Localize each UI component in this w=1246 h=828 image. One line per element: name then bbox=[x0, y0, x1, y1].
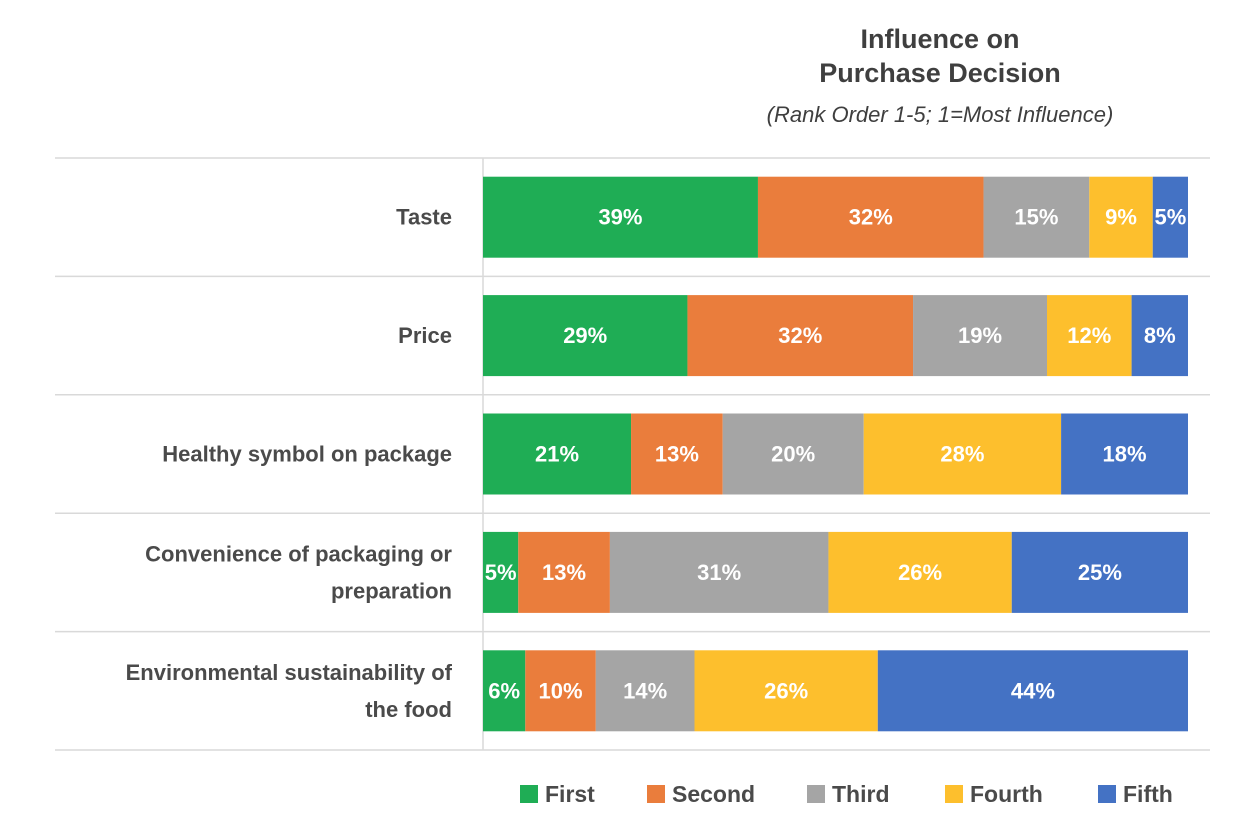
data-label: 9% bbox=[1105, 205, 1137, 230]
data-label: 25% bbox=[1078, 560, 1122, 585]
data-label: 44% bbox=[1011, 678, 1055, 703]
bar-segment-second bbox=[518, 531, 610, 613]
data-label: 5% bbox=[485, 560, 517, 585]
data-label: 12% bbox=[1067, 323, 1111, 348]
data-label: 6% bbox=[488, 678, 520, 703]
legend-label-fourth: Fourth bbox=[970, 781, 1043, 807]
chart-subtitle: (Rank Order 1-5; 1=Most Influence) bbox=[766, 102, 1114, 127]
data-label: 8% bbox=[1144, 323, 1176, 348]
bar-segment-third bbox=[913, 295, 1047, 377]
bar-segment-fifth bbox=[1061, 413, 1188, 495]
category-label: Environmental sustainability of bbox=[126, 660, 453, 685]
data-label: 13% bbox=[542, 560, 586, 585]
bar-segment-first bbox=[483, 295, 688, 377]
data-label: 29% bbox=[563, 323, 607, 348]
bar-segment-third bbox=[983, 176, 1090, 258]
bar-segment-first bbox=[483, 413, 632, 495]
bar-segment-fourth bbox=[828, 531, 1012, 613]
data-label: 5% bbox=[1154, 205, 1186, 230]
bar-segment-second bbox=[687, 295, 914, 377]
data-label: 21% bbox=[535, 442, 579, 467]
chart-title: Influence on Purchase Decision bbox=[640, 22, 1240, 90]
data-label: 31% bbox=[697, 560, 741, 585]
data-label: 28% bbox=[940, 442, 984, 467]
legend-swatch-third bbox=[807, 785, 825, 803]
data-label: 39% bbox=[598, 205, 642, 230]
legend-label-first: First bbox=[545, 781, 595, 807]
data-label: 18% bbox=[1103, 442, 1147, 467]
data-label: 15% bbox=[1014, 205, 1058, 230]
data-label: 32% bbox=[849, 205, 893, 230]
legend-swatch-fifth bbox=[1098, 785, 1116, 803]
bar-segment-fifth bbox=[877, 650, 1188, 732]
bar-segment-fifth bbox=[1131, 295, 1188, 377]
bar-segment-second bbox=[525, 650, 596, 732]
bar-segment-third bbox=[595, 650, 695, 732]
bar-segment-fourth bbox=[863, 413, 1062, 495]
data-label: 19% bbox=[958, 323, 1002, 348]
data-label: 14% bbox=[623, 678, 667, 703]
category-label: Convenience of packaging or bbox=[145, 541, 452, 566]
legend-swatch-first bbox=[520, 785, 538, 803]
bar-segment-first bbox=[483, 531, 519, 613]
bar-segment-third bbox=[609, 531, 829, 613]
data-label: 10% bbox=[539, 678, 583, 703]
bar-segment-first bbox=[483, 176, 758, 258]
bar-segment-fifth bbox=[1011, 531, 1188, 613]
bar-segment-second bbox=[631, 413, 723, 495]
category-label: Healthy symbol on package bbox=[162, 442, 452, 467]
data-label: 32% bbox=[778, 323, 822, 348]
bar-segment-third bbox=[722, 413, 864, 495]
category-label: Taste bbox=[396, 205, 452, 230]
bar-segment-fourth bbox=[694, 650, 878, 732]
data-label: 13% bbox=[655, 442, 699, 467]
data-label: 20% bbox=[771, 442, 815, 467]
data-label: 26% bbox=[764, 678, 808, 703]
legend-swatch-fourth bbox=[945, 785, 963, 803]
legend-label-second: Second bbox=[672, 781, 755, 807]
category-label: preparation bbox=[331, 578, 452, 603]
category-label: the food bbox=[365, 697, 452, 722]
bar-segment-second bbox=[757, 176, 984, 258]
legend-label-third: Third bbox=[832, 781, 890, 807]
chart-title-line-1: Influence on bbox=[860, 24, 1020, 54]
data-label: 26% bbox=[898, 560, 942, 585]
category-label: Price bbox=[398, 323, 452, 348]
legend-label-fifth: Fifth bbox=[1123, 781, 1173, 807]
bar-segment-fifth bbox=[1152, 176, 1188, 258]
bar-segment-fourth bbox=[1047, 295, 1132, 377]
bar-segment-first bbox=[483, 650, 526, 732]
chart-title-line-2: Purchase Decision bbox=[819, 58, 1061, 88]
bar-segment-fourth bbox=[1089, 176, 1153, 258]
legend-swatch-second bbox=[647, 785, 665, 803]
